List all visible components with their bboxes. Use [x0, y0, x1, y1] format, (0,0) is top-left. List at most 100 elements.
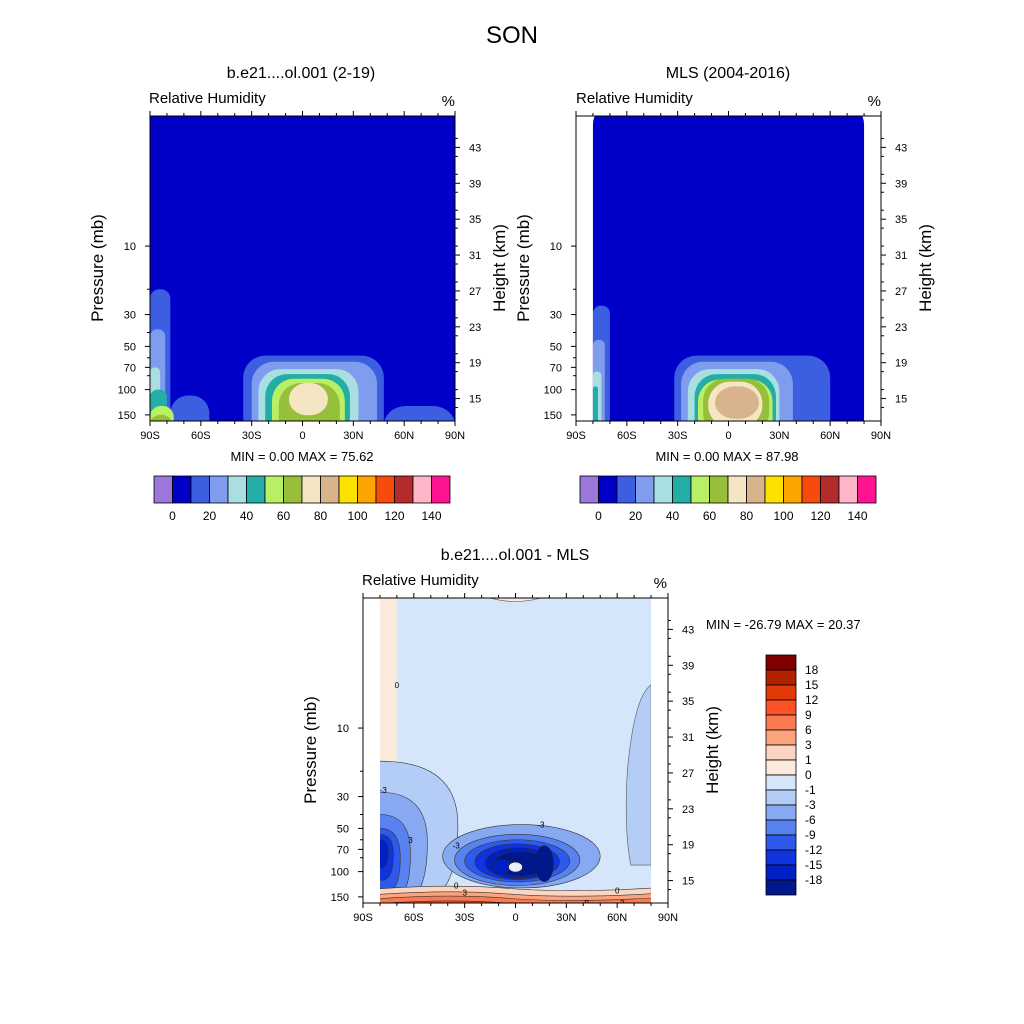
y-tick-label: 50	[550, 341, 562, 353]
y2-tick-label: 27	[895, 286, 907, 298]
x-tick-label: 60S	[404, 912, 424, 924]
negative-region	[625, 684, 652, 866]
y-tick-label: 30	[550, 310, 562, 322]
colorbar-box	[765, 879, 797, 896]
x-tick-label: 30S	[668, 430, 688, 442]
x-tick-label: 0	[512, 912, 518, 924]
colorbar-box	[727, 475, 747, 504]
colorbar-box	[431, 475, 451, 504]
colorbar-box	[301, 475, 321, 504]
colorbar-box	[765, 774, 797, 791]
colorbar-label: 60	[277, 509, 291, 523]
colorbar-box	[765, 834, 797, 851]
colorbar-box	[765, 864, 797, 881]
min-max-label: MIN = 0.00 MAX = 87.98	[655, 449, 798, 464]
colorbar-box	[227, 475, 247, 504]
contour-label: -3	[453, 842, 461, 851]
y2-tick-label: 19	[682, 840, 694, 852]
contour-region	[170, 395, 210, 421]
colorbar-box	[357, 475, 377, 504]
colorbar-label: -1	[805, 783, 816, 797]
x-tick-label: 90N	[658, 912, 678, 924]
colorbar-label: 80	[740, 509, 754, 523]
contour-fills: 0-33-3-303 039	[379, 598, 652, 903]
colorbar-label: 120	[384, 509, 404, 523]
x-tick-label: 60N	[820, 430, 840, 442]
colorbar-box	[375, 475, 395, 504]
contour-region	[592, 116, 865, 421]
y-tick-label: 10	[124, 241, 136, 253]
y-tick-label: 100	[331, 867, 349, 879]
colorbar-label: -9	[805, 828, 816, 842]
colorbar-box	[246, 475, 266, 504]
y2-tick-label: 35	[895, 214, 907, 226]
figure-title: SON	[486, 22, 538, 49]
colorbar-box	[820, 475, 840, 504]
units-string: %	[654, 575, 667, 592]
x-tick-label: 30S	[455, 912, 475, 924]
panel-title: MLS (2004-2016)	[666, 65, 791, 82]
colorbar-box	[264, 475, 284, 504]
colorbar-box	[190, 475, 210, 504]
contour-fills	[576, 116, 881, 421]
contour-plot: 90S 60S 30S 0 30N 60N 90N 10 30 50 70 100 150 43 39 35 3…	[118, 111, 481, 442]
y2-tick-label: 35	[469, 214, 481, 226]
y2-tick-label: 15	[895, 394, 907, 406]
left-string: Relative Humidity	[362, 572, 479, 589]
x-tick-label: 0	[725, 430, 731, 442]
colorbar-box	[635, 475, 655, 504]
contour-label: 0	[615, 886, 620, 895]
panel-observation: MLS (2004-2016) Relative Humidity % 90S 6…	[514, 65, 935, 523]
colorbar-label: 1	[805, 753, 812, 767]
colorbar-box	[690, 475, 710, 504]
x-tick-label: 90N	[871, 430, 891, 442]
min-max-label: MIN = -26.79 MAX = 20.37	[706, 617, 861, 632]
contour-label: 0	[454, 882, 459, 891]
x-tick-label: 90S	[566, 430, 586, 442]
contour-label: 0	[395, 681, 400, 690]
positive-strip	[379, 598, 397, 772]
panel-title: b.e21....ol.001 (2-19)	[227, 65, 376, 82]
left-string: Relative Humidity	[149, 90, 266, 107]
y-tick-label: 150	[544, 410, 562, 422]
panel-difference: b.e21....ol.001 - MLS Relative Humidity …	[301, 547, 861, 924]
y2-tick-label: 23	[895, 322, 907, 334]
y2-tick-label: 23	[682, 804, 694, 816]
colorbar-label: 140	[847, 509, 867, 523]
y-axis-label: Pressure (mb)	[301, 696, 320, 804]
y2-tick-label: 15	[469, 394, 481, 406]
colorbar-label: 15	[805, 678, 819, 692]
colorbar-box	[616, 475, 636, 504]
colorbar-label: 120	[810, 509, 830, 523]
colorbar-label: 40	[666, 509, 680, 523]
colorbar-label: 0	[805, 768, 812, 782]
x-tick-label: 60S	[617, 430, 637, 442]
colorbar-label: 80	[314, 509, 328, 523]
colorbar-box	[709, 475, 729, 504]
y-tick-label: 10	[337, 723, 349, 735]
colorbar-box	[765, 684, 797, 701]
y2-axis-label: Height (km)	[703, 706, 722, 794]
colorbar-box	[412, 475, 432, 504]
colorbar-box	[765, 804, 797, 821]
colorbar-box	[783, 475, 803, 504]
colorbar-label: 9	[805, 708, 812, 722]
x-tick-label: 90S	[140, 430, 160, 442]
colorbar-box	[320, 475, 340, 504]
y-tick-label: 70	[550, 362, 562, 374]
x-tick-label: 30S	[242, 430, 262, 442]
x-tick-label: 90S	[353, 912, 373, 924]
contour-region	[150, 414, 172, 421]
colorbar-label: 6	[805, 723, 812, 737]
colorbar-box	[579, 475, 599, 504]
colorbar-box	[765, 849, 797, 866]
y2-tick-label: 27	[682, 768, 694, 780]
y2-tick-label: 43	[469, 142, 481, 154]
y-tick-label: 30	[337, 792, 349, 804]
y-tick-label: 50	[124, 341, 136, 353]
y-axis-label: Pressure (mb)	[88, 214, 107, 322]
colorbar-label: -18	[805, 873, 823, 887]
y-axis-label: Pressure (mb)	[514, 214, 533, 322]
units-string: %	[868, 93, 881, 110]
